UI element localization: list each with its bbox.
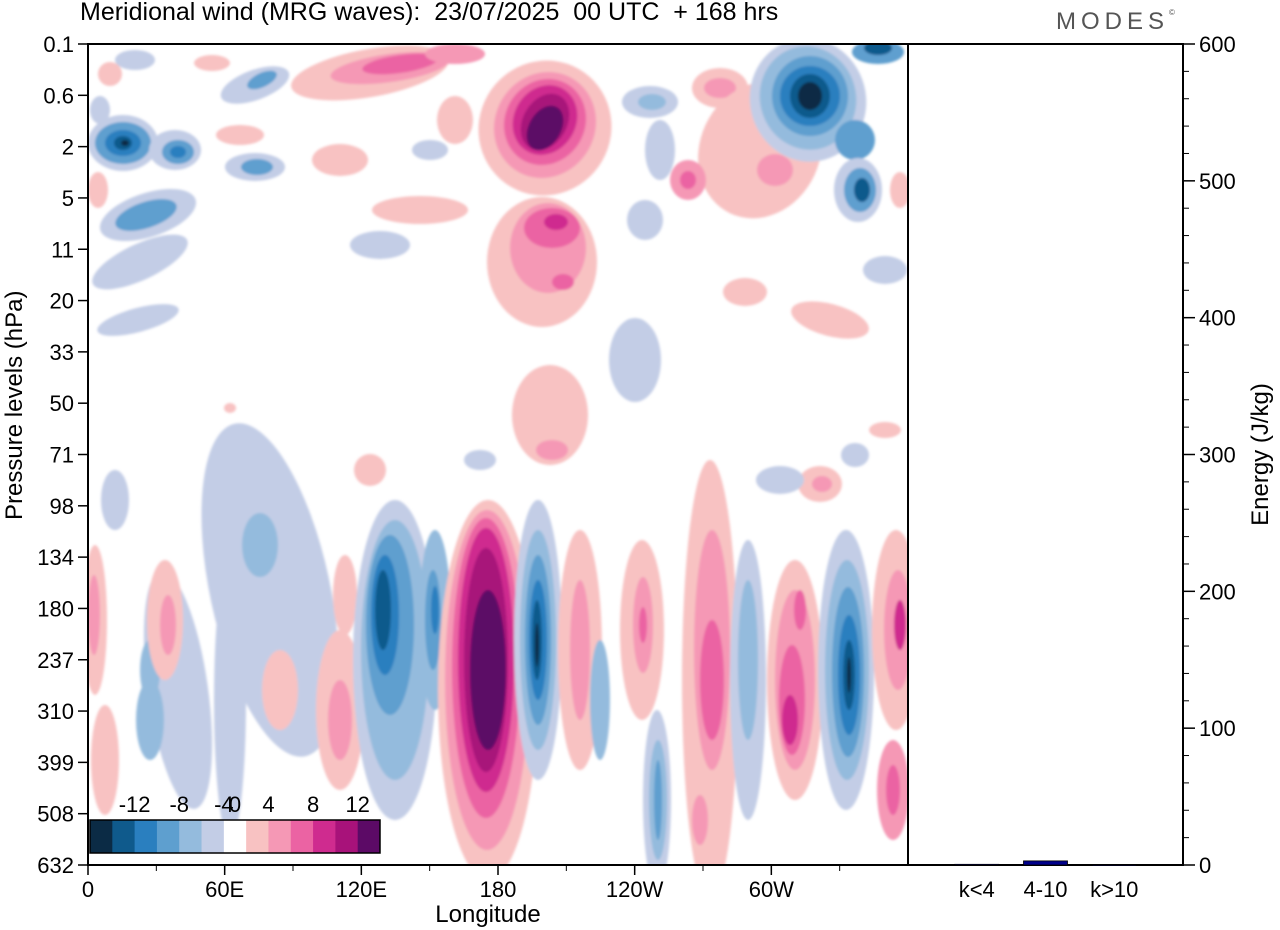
energy-tick-label: 0 xyxy=(1199,853,1211,878)
colorbar-swatch xyxy=(313,820,336,853)
contour-field xyxy=(88,44,908,865)
x-tick-label: 180 xyxy=(480,877,517,902)
y-tick-label: 2 xyxy=(62,135,74,160)
energy-tick-label: 400 xyxy=(1199,306,1236,331)
colorbar-label: 8 xyxy=(307,792,319,817)
colorbar-swatch xyxy=(246,820,269,853)
y-tick-label: 71 xyxy=(50,443,74,468)
energy-tick-label: 500 xyxy=(1199,169,1236,194)
colorbar-label: -12 xyxy=(119,792,151,817)
x-tick-label: 0 xyxy=(82,877,94,902)
energy-bars: 0 100 200 300 400 500 600 Energy (J/kg) k<4 4-10 k… xyxy=(954,32,1274,902)
colorbar-label: -4 xyxy=(214,792,234,817)
energy-bar xyxy=(954,863,1000,866)
x-tick-label: 120W xyxy=(606,877,664,902)
colorbar-swatch xyxy=(112,820,136,853)
x-tick-label: 60W xyxy=(749,877,794,902)
y-tick-label: 33 xyxy=(50,340,74,365)
axes-layer: 0 60E 120E 180 120W 60W Longitude 0.1 0.6 2 5 11 20 3… xyxy=(1,32,841,928)
y-tick-label: 50 xyxy=(50,391,74,416)
colorbar-frame xyxy=(89,819,381,854)
y-tick-label: 0.1 xyxy=(43,32,74,57)
colorbar-label: 12 xyxy=(345,792,369,817)
energy-bar xyxy=(1091,864,1137,866)
colorbar-label: 4 xyxy=(262,792,274,817)
colorbar-swatch xyxy=(201,820,225,853)
colorbar-label: 0 xyxy=(229,792,241,817)
brand-text: MODES xyxy=(1056,8,1170,35)
colorbar-swatch xyxy=(357,820,381,853)
contour-cluster xyxy=(88,44,908,530)
y-tick-label: 310 xyxy=(37,699,74,724)
colorbar-swatch xyxy=(290,820,314,853)
brand-mark: © xyxy=(1169,8,1175,17)
y-tick-label: 11 xyxy=(51,237,74,262)
energy-category-label: k>10 xyxy=(1090,877,1138,902)
energy-bar xyxy=(1023,860,1068,866)
energy-panel-frame xyxy=(907,43,1184,866)
y-tick-label: 632 xyxy=(37,853,74,878)
colorbar-swatch xyxy=(179,820,203,853)
colorbar-swatch xyxy=(90,820,113,853)
energy-tick-label: 200 xyxy=(1199,579,1236,604)
energy-tick-label: 100 xyxy=(1199,716,1236,741)
chart-title: Meridional wind (MRG waves): 23/07/2025 … xyxy=(80,0,779,26)
y-tick-label: 237 xyxy=(37,648,74,673)
y-tick-label: 508 xyxy=(37,802,74,827)
y-tick-label: 5 xyxy=(62,186,74,211)
energy-category-label: k<4 xyxy=(959,877,995,902)
x-axis-label: Longitude xyxy=(435,901,540,928)
energy-tick-label: 300 xyxy=(1199,443,1236,468)
y-tick-label: 20 xyxy=(50,289,74,314)
brand-logo: MODES© xyxy=(1056,8,1175,36)
y-axis-label: Pressure levels (hPa) xyxy=(1,291,28,520)
y-tick-label: 399 xyxy=(37,750,74,775)
x-tick-label: 120E xyxy=(336,877,387,902)
y-tick-label: 0.6 xyxy=(43,83,74,108)
colorbar-swatch xyxy=(223,820,247,853)
x-tick-label: 60E xyxy=(205,877,244,902)
contour-cluster xyxy=(88,423,908,865)
energy-tick-label: 600 xyxy=(1199,32,1236,57)
colorbar-swatch xyxy=(156,820,180,853)
colorbar: -12 -8 -40 4 8 12 xyxy=(89,792,381,854)
y-tick-label: 180 xyxy=(37,596,74,621)
colorbar-label: -8 xyxy=(169,792,189,817)
energy-axis-label: Energy (J/kg) xyxy=(1247,383,1274,526)
colorbar-swatch xyxy=(134,820,158,853)
y-tick-label: 98 xyxy=(50,494,74,519)
y-tick-label: 134 xyxy=(37,545,74,570)
colorbar-swatch xyxy=(268,820,292,853)
colorbar-swatch xyxy=(335,820,359,853)
energy-category-label: 4-10 xyxy=(1023,877,1067,902)
